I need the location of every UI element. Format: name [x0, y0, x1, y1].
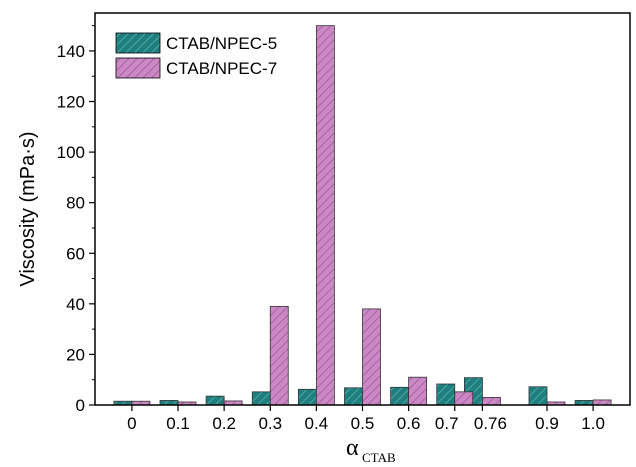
- bar-ctab-npec-7-0.7: [454, 391, 474, 406]
- legend-swatch-ctab-npec-7: [115, 57, 161, 79]
- bar-ctab-npec-5-0.6: [390, 386, 410, 406]
- x-axis-title: α CTAB: [346, 435, 396, 465]
- x-tick-label: 0.9: [535, 414, 559, 433]
- bar-ctab-npec-5-0.2: [205, 395, 225, 406]
- x-tick-label: 0.2: [212, 414, 236, 433]
- bars-group: [113, 25, 612, 406]
- bar-ctab-npec-5-0.9: [528, 386, 548, 406]
- bar-ctab-npec-7-0.6: [408, 376, 428, 406]
- bar-ctab-npec-7-0.76: [482, 397, 501, 406]
- y-axis-title: Viscosity (mPa·s): [17, 131, 39, 286]
- x-tick-label: 1.0: [581, 414, 605, 433]
- bar-ctab-npec-7-1.0: [592, 399, 612, 406]
- bar-ctab-npec-7-0.5: [362, 308, 381, 406]
- x-tick-label: 0.6: [397, 414, 421, 433]
- bar-ctab-npec-5-0.7: [436, 383, 456, 406]
- bar-ctab-npec-5-0.3: [251, 391, 271, 406]
- y-tick-label: 0: [76, 396, 85, 415]
- bar-ctab-npec-7-0.3: [269, 305, 289, 406]
- x-axis-title-subscript: CTAB: [362, 450, 396, 465]
- y-tick-label: 100: [57, 143, 85, 162]
- y-axis: 0 20 40 60 80 100 120 140: [57, 25, 95, 415]
- x-tick-label: 0.4: [305, 414, 329, 433]
- legend-label-ctab-npec-5: CTAB/NPEC-5: [166, 34, 277, 53]
- legend-swatch-ctab-npec-5: [115, 32, 161, 54]
- bar-ctab-npec-5-0.5: [344, 387, 363, 406]
- x-tick-label: 0.76: [474, 414, 507, 433]
- x-tick-label: 0: [127, 414, 136, 433]
- y-tick-label: 40: [66, 295, 85, 314]
- bar-ctab-npec-5-0.4: [297, 388, 317, 406]
- y-tick-label: 80: [66, 194, 85, 213]
- y-tick-label: 20: [66, 345, 85, 364]
- y-tick-label: 120: [57, 93, 85, 112]
- y-tick-label: 60: [66, 244, 85, 263]
- x-tick-label: 0.3: [258, 414, 282, 433]
- legend-label-ctab-npec-7: CTAB/NPEC-7: [166, 59, 277, 78]
- bar-ctab-npec-7-0.4: [315, 25, 335, 406]
- x-tick-label: 0.5: [351, 414, 375, 433]
- x-axis: 0 0.1 0.2 0.3 0.4 0.5 0.6 0.7 0.76 0.9 1.0: [127, 405, 605, 433]
- x-axis-title-symbol: α: [346, 435, 359, 461]
- x-tick-label: 0.1: [166, 414, 190, 433]
- y-tick-label: 140: [57, 42, 85, 61]
- x-tick-label: 0.7: [435, 414, 459, 433]
- legend: CTAB/NPEC-5 CTAB/NPEC-7: [115, 32, 277, 79]
